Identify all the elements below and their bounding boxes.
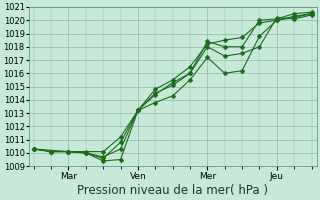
X-axis label: Pression niveau de la mer( hPa ): Pression niveau de la mer( hPa ) <box>77 184 268 197</box>
